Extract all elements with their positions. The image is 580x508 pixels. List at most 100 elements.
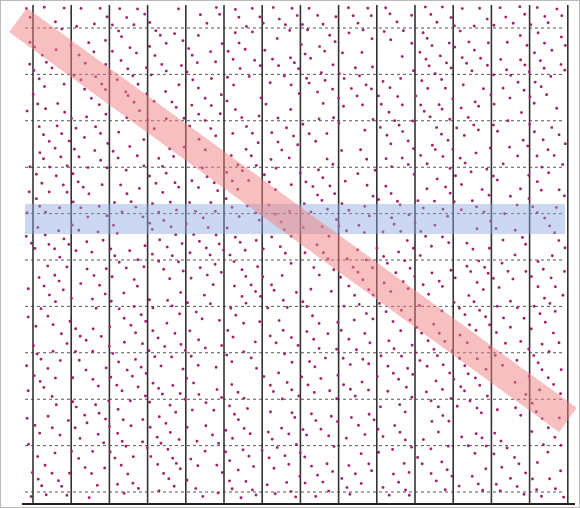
- dot: [340, 477, 344, 480]
- dot: [281, 328, 285, 332]
- dot: [441, 207, 445, 211]
- dot: [516, 80, 520, 84]
- dot: [233, 235, 237, 239]
- dot: [425, 364, 429, 368]
- dot: [59, 155, 63, 159]
- dot: [211, 283, 215, 286]
- dot: [309, 210, 313, 214]
- dot: [429, 399, 433, 403]
- red-band: [9, 7, 577, 433]
- dot: [224, 450, 228, 454]
- dot: [228, 479, 231, 483]
- dot: [404, 488, 407, 492]
- dot: [563, 194, 566, 198]
- dot: [203, 96, 207, 100]
- dot: [144, 319, 148, 323]
- dot: [400, 354, 403, 358]
- dot: [190, 179, 194, 183]
- dot: [299, 43, 303, 46]
- dot: [509, 73, 513, 77]
- dot: [449, 268, 453, 272]
- dot: [149, 73, 153, 77]
- dot: [392, 347, 396, 351]
- dot: [65, 265, 69, 269]
- dot: [357, 223, 361, 227]
- dot: [225, 353, 229, 357]
- dot: [228, 459, 232, 462]
- dot: [197, 34, 200, 37]
- dot: [301, 428, 305, 431]
- dot: [204, 424, 208, 428]
- dot: [183, 397, 187, 401]
- dot: [422, 109, 426, 113]
- dot: [501, 86, 505, 90]
- dot: [85, 115, 88, 119]
- dot: [317, 273, 321, 277]
- dot: [498, 489, 502, 493]
- dot: [240, 116, 244, 119]
- dot: [479, 56, 482, 60]
- dot: [381, 230, 385, 234]
- dot: [132, 23, 136, 26]
- dot: [506, 269, 510, 273]
- dot: [77, 358, 81, 362]
- dot: [335, 347, 338, 351]
- dot: [528, 95, 532, 99]
- dot: [199, 13, 202, 16]
- dot: [333, 40, 337, 43]
- dot: [290, 411, 294, 415]
- dot: [440, 5, 444, 9]
- dot: [25, 211, 29, 215]
- dot: [396, 199, 399, 203]
- dot: [303, 481, 307, 485]
- dot: [270, 437, 274, 441]
- dot: [517, 462, 521, 466]
- dot: [197, 338, 201, 342]
- dot: [60, 484, 64, 488]
- dot: [71, 376, 75, 380]
- dot: [478, 383, 482, 387]
- dot: [344, 436, 348, 440]
- dot: [472, 123, 476, 127]
- dot: [219, 270, 223, 274]
- dot: [307, 81, 311, 85]
- dot: [536, 361, 540, 365]
- dot: [141, 440, 145, 444]
- dot: [156, 336, 160, 340]
- dot: [261, 21, 265, 25]
- dot: [448, 191, 452, 195]
- dot: [162, 219, 166, 222]
- dot: [67, 243, 71, 246]
- dot: [189, 276, 193, 280]
- dot: [136, 258, 140, 262]
- dot: [143, 12, 147, 16]
- dot: [102, 441, 106, 445]
- dot: [167, 477, 171, 481]
- dot: [495, 331, 498, 334]
- dot: [379, 102, 383, 106]
- dot: [411, 373, 415, 376]
- dot: [486, 63, 489, 67]
- dot: [96, 432, 100, 436]
- dot: [245, 25, 248, 28]
- dot: [248, 432, 252, 435]
- dot: [201, 495, 205, 498]
- dot: [369, 14, 373, 17]
- dot: [455, 404, 459, 408]
- dot: [410, 343, 414, 347]
- dot: [38, 380, 42, 383]
- dot: [515, 203, 519, 207]
- dot: [122, 491, 126, 495]
- dot: [280, 148, 284, 152]
- dot: [435, 126, 438, 129]
- dot: [410, 13, 413, 17]
- dot: [213, 262, 217, 266]
- dot: [384, 184, 388, 188]
- dot: [197, 86, 200, 90]
- dot: [485, 17, 489, 21]
- dot: [44, 210, 47, 214]
- dot: [263, 48, 267, 52]
- dot: [390, 216, 393, 220]
- dot: [87, 192, 91, 196]
- dot: [303, 251, 307, 255]
